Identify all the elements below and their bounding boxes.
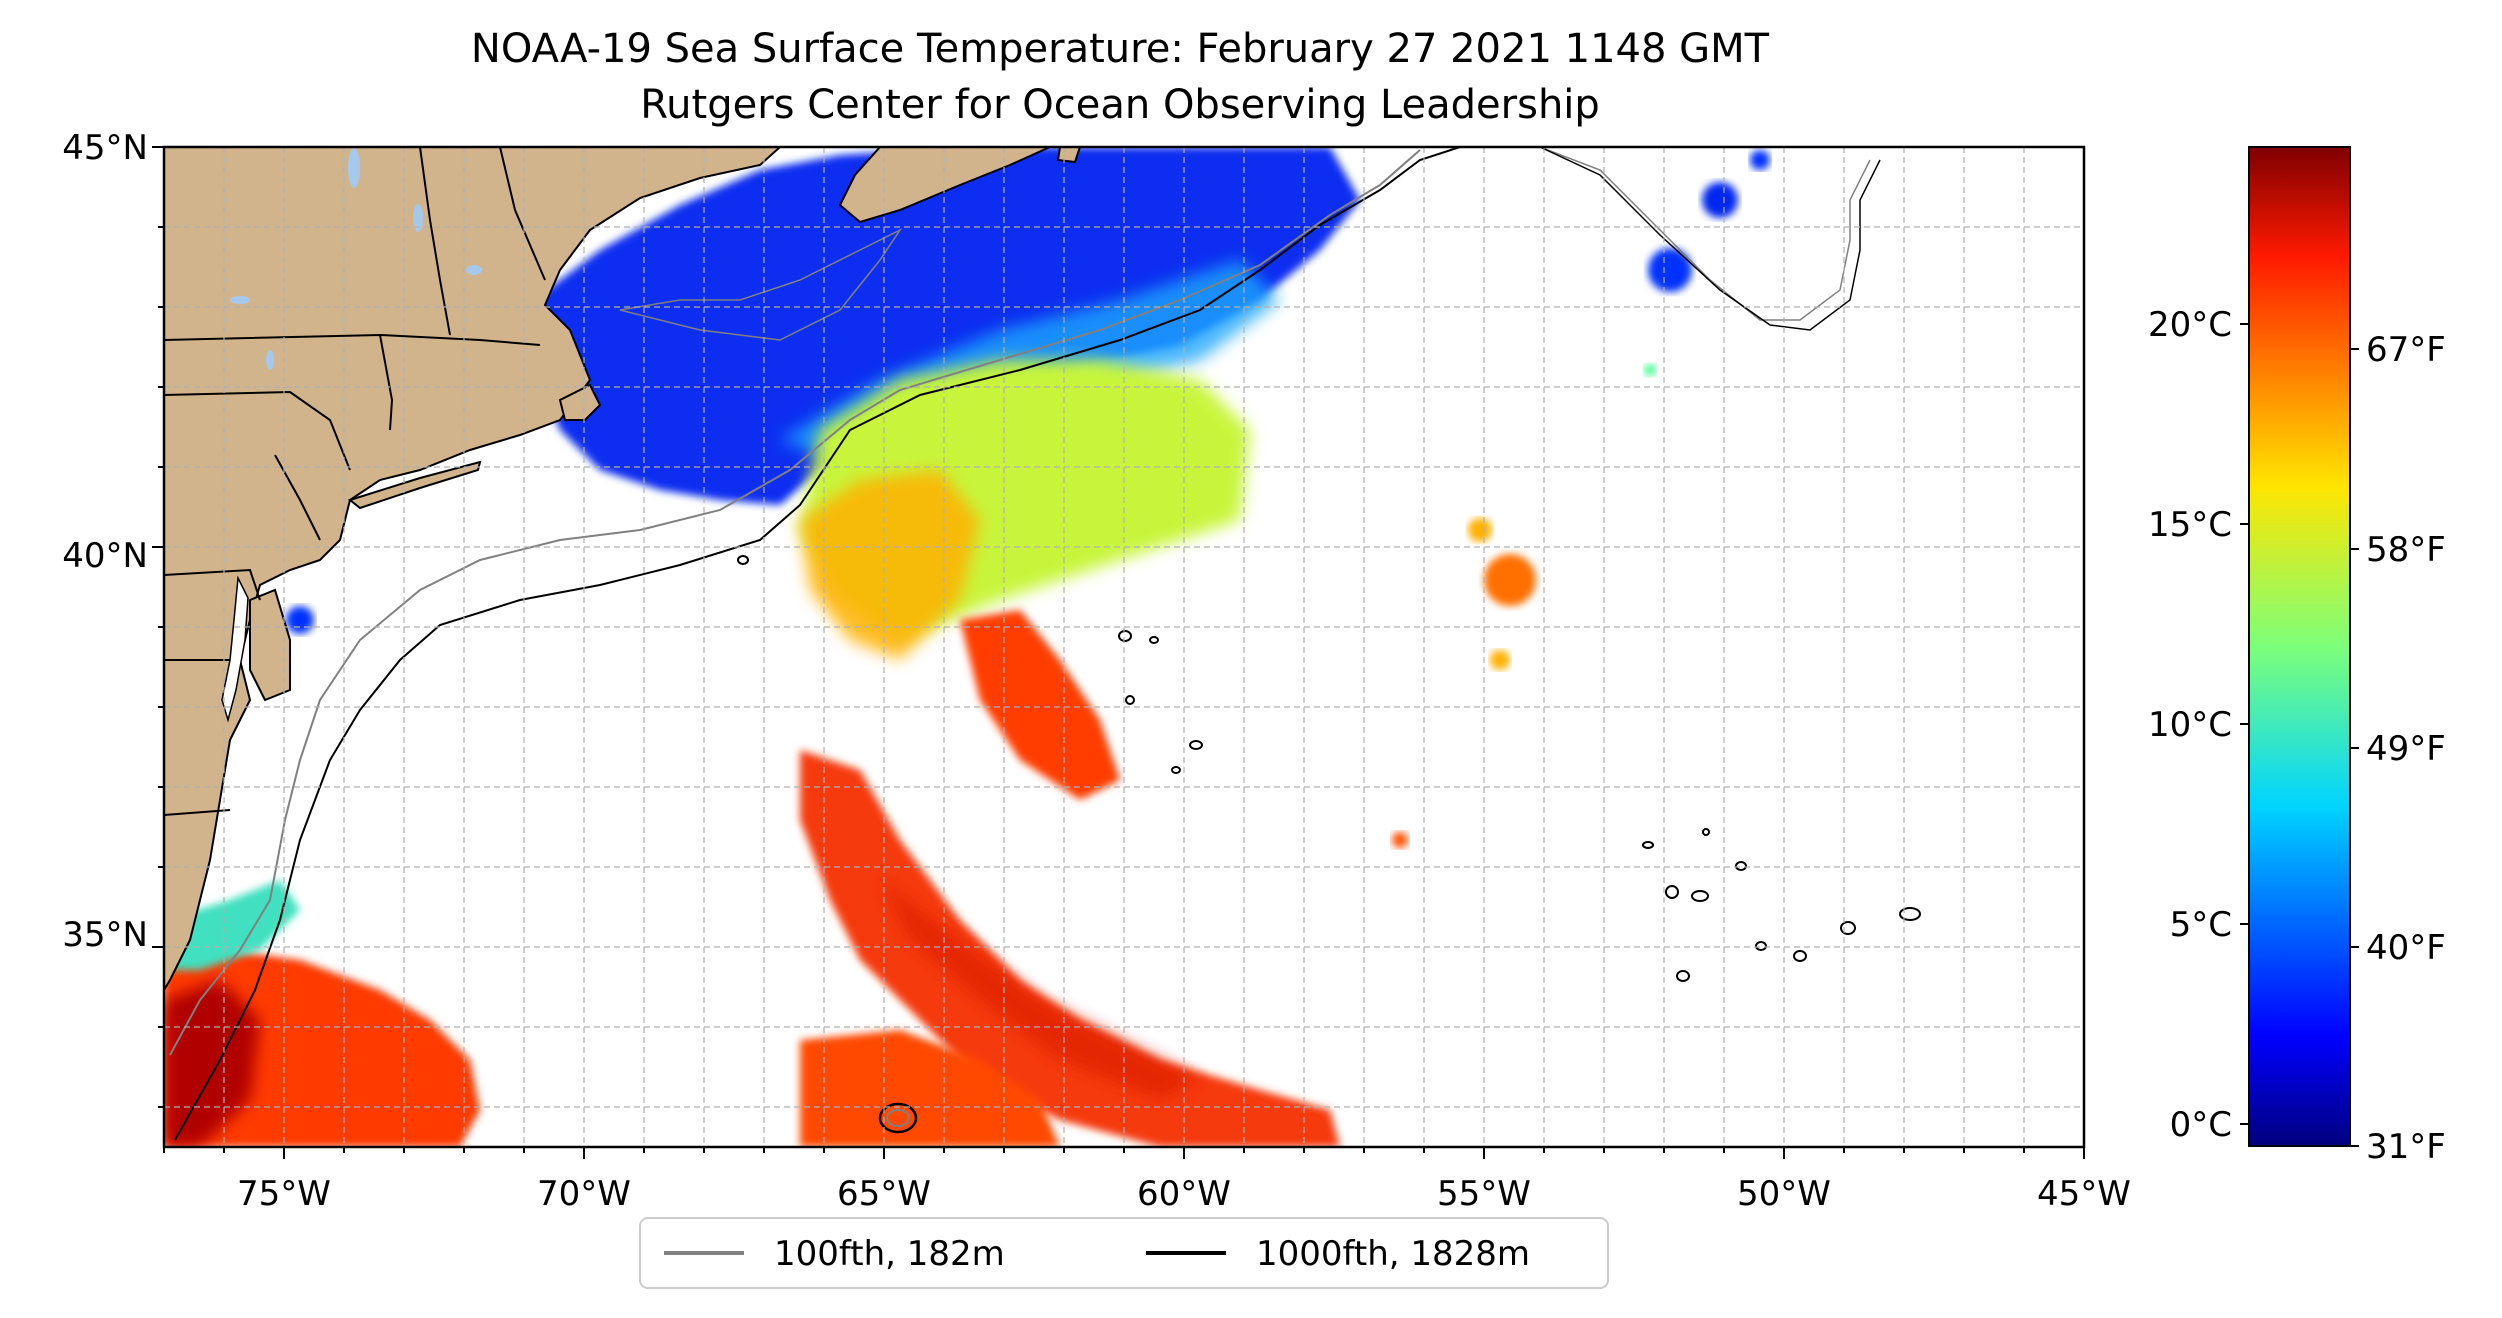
land-nova-scotia xyxy=(838,147,1051,224)
colorbar-ticks xyxy=(2240,323,2359,1147)
lat-tick-labels: 45°N 40°N 35°N xyxy=(62,128,148,955)
sst-slope-water-warm xyxy=(800,470,980,660)
sst-patch xyxy=(1644,364,1656,376)
colorbar: 20°C 15°C 10°C 5°C 0°C 67°F 58°F 49°F 40… xyxy=(2148,146,2446,1167)
colorbar-fahrenheit-label: 40°F xyxy=(2366,928,2446,968)
lat-tick-label: 35°N xyxy=(62,915,148,955)
lon-tick-label: 55°W xyxy=(1437,1174,1531,1214)
colorbar-celsius-label: 0°C xyxy=(2170,1105,2232,1145)
sst-sargasso-water xyxy=(800,1030,1060,1147)
sst-patch xyxy=(1490,650,1510,670)
sst-patch xyxy=(1702,182,1738,218)
legend-label-1000fth: 1000fth, 1828m xyxy=(1256,1234,1530,1274)
land-cape-breton xyxy=(1056,147,1082,164)
sst-patch xyxy=(1750,150,1770,170)
title-line-2: Rutgers Center for Ocean Observing Leade… xyxy=(640,82,1600,128)
lat-tick-label: 40°N xyxy=(62,536,148,576)
isobath-100fth-scotian xyxy=(1539,147,1871,321)
sst-gulf-stream-core xyxy=(880,880,1200,1100)
lon-tick-label: 75°W xyxy=(237,1174,331,1214)
sst-field xyxy=(164,147,1770,1147)
sst-patch xyxy=(1484,554,1536,606)
colorbar-gradient xyxy=(2248,146,2351,1147)
map-panel xyxy=(164,147,2084,1147)
lon-tick-label: 45°W xyxy=(2037,1174,2131,1214)
isobath-1000fth xyxy=(174,147,1461,1141)
colorbar-celsius-label: 15°C xyxy=(2148,505,2232,545)
sst-gulf-stream-eddy xyxy=(960,610,1120,800)
land-long-island xyxy=(347,460,482,510)
sst-patch xyxy=(286,606,314,634)
gridlines xyxy=(164,147,2084,1147)
lon-tick-label: 65°W xyxy=(837,1174,931,1214)
legend-box xyxy=(639,1217,1609,1289)
lon-tick-label: 50°W xyxy=(1737,1174,1831,1214)
isobath-1000fth-scotian xyxy=(1539,147,1881,331)
chesapeake-bay xyxy=(221,575,249,723)
sst-patch xyxy=(1468,518,1492,542)
land-delmarva xyxy=(249,588,291,702)
sst-patch xyxy=(1392,832,1408,848)
sst-patch xyxy=(1648,248,1692,292)
isobaths xyxy=(169,147,1921,1141)
legend-label-100fth: 100fth, 182m xyxy=(774,1234,1005,1274)
lon-tick-label: 60°W xyxy=(1137,1174,1231,1214)
isobath-100fth xyxy=(169,149,1421,1056)
colorbar-fahrenheit-label: 67°F xyxy=(2366,330,2446,370)
legend: 100fth, 182m 1000fth, 1828m xyxy=(639,1217,1609,1289)
colorbar-celsius-label: 10°C xyxy=(2148,705,2232,745)
lon-tick-labels: 75°W 70°W 65°W 60°W 55°W 50°W 45°W xyxy=(237,1174,2131,1214)
bermuda xyxy=(878,1102,918,1134)
colorbar-fahrenheit-label: 31°F xyxy=(2366,1127,2446,1167)
colorbar-celsius-label: 20°C xyxy=(2148,305,2232,345)
colorbar-fahrenheit-label: 58°F xyxy=(2366,530,2446,570)
seamounts xyxy=(737,555,1921,982)
land xyxy=(164,147,1082,992)
sst-cold-shelf-water xyxy=(540,147,1360,505)
axis-ticks xyxy=(152,146,2085,1159)
lat-tick-label: 45°N xyxy=(62,128,148,168)
title-line-1: NOAA-19 Sea Surface Temperature: Februar… xyxy=(471,26,1770,72)
lakes xyxy=(230,148,482,370)
isobath-100fth-gulf-of-maine xyxy=(619,228,903,341)
lon-tick-label: 70°W xyxy=(537,1174,631,1214)
colorbar-celsius-label: 5°C xyxy=(2170,905,2232,945)
colorbar-fahrenheit-label: 49°F xyxy=(2366,729,2446,769)
